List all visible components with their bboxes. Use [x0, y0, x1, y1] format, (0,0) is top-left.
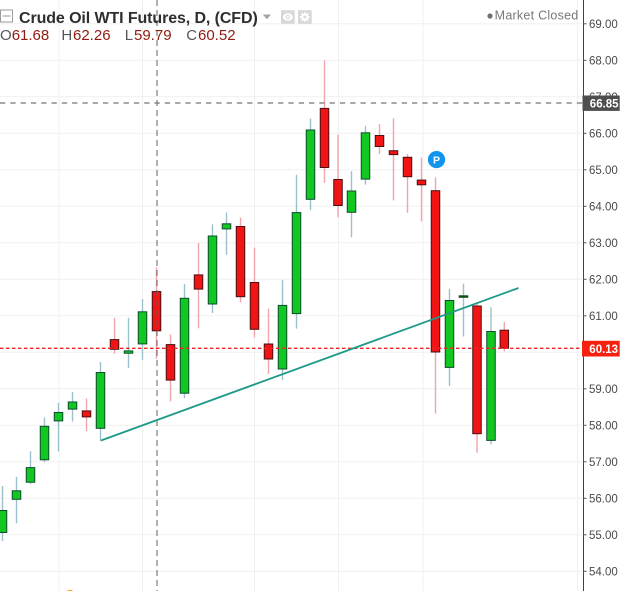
svg-text:Crude Oil WTI Futures, D, (CFD: Crude Oil WTI Futures, D, (CFD): [19, 10, 258, 27]
svg-text:54.00: 54.00: [589, 567, 618, 579]
svg-text:66.85: 66.85: [590, 99, 619, 111]
svg-text:68.00: 68.00: [589, 56, 618, 68]
svg-text:69.00: 69.00: [589, 19, 618, 31]
svg-text:64.00: 64.00: [589, 202, 618, 214]
svg-text:56.00: 56.00: [589, 494, 618, 506]
svg-text:66.00: 66.00: [589, 129, 618, 141]
svg-text:60.13: 60.13: [589, 344, 618, 356]
svg-text:62.00: 62.00: [589, 275, 618, 287]
svg-text:55.00: 55.00: [589, 530, 618, 542]
svg-text:Market Closed: Market Closed: [495, 8, 579, 22]
svg-text:59.00: 59.00: [589, 384, 618, 396]
svg-text:63.00: 63.00: [589, 238, 618, 250]
svg-text:57.00: 57.00: [589, 457, 618, 469]
svg-text:58.00: 58.00: [589, 421, 618, 433]
svg-text:P: P: [433, 154, 440, 166]
svg-text:65.00: 65.00: [589, 165, 618, 177]
svg-text:61.00: 61.00: [589, 311, 618, 323]
